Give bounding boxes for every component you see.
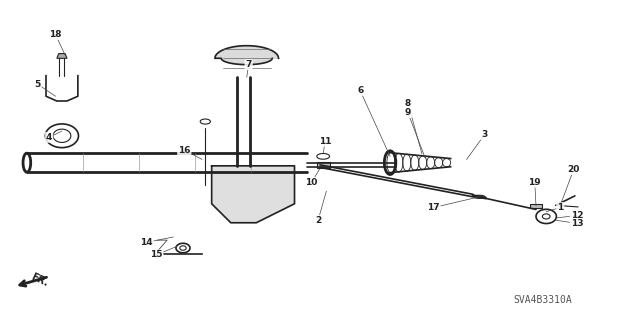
Polygon shape — [215, 46, 278, 65]
Text: 5: 5 — [35, 80, 41, 89]
Text: 14: 14 — [140, 238, 153, 247]
Text: 8: 8 — [405, 99, 411, 108]
Polygon shape — [212, 166, 294, 223]
Text: 3: 3 — [481, 130, 488, 139]
Text: 1: 1 — [557, 203, 563, 212]
Text: SVA4B3310A: SVA4B3310A — [514, 295, 572, 305]
Text: 12: 12 — [570, 211, 583, 220]
Text: 7: 7 — [246, 60, 252, 69]
Text: 11: 11 — [319, 137, 332, 146]
Text: 10: 10 — [305, 178, 318, 187]
Text: 6: 6 — [357, 86, 364, 95]
Text: 16: 16 — [178, 145, 191, 154]
Text: 17: 17 — [427, 203, 440, 212]
Polygon shape — [531, 204, 541, 208]
Text: 9: 9 — [404, 108, 411, 117]
Text: 15: 15 — [150, 250, 163, 259]
Text: 19: 19 — [529, 178, 541, 187]
Polygon shape — [57, 54, 67, 58]
Text: 2: 2 — [315, 216, 321, 225]
Text: 13: 13 — [570, 219, 583, 228]
Text: 18: 18 — [49, 30, 62, 39]
Text: FR.: FR. — [29, 272, 50, 289]
Text: 20: 20 — [568, 165, 580, 174]
Text: 4: 4 — [46, 133, 52, 142]
Polygon shape — [317, 162, 330, 168]
